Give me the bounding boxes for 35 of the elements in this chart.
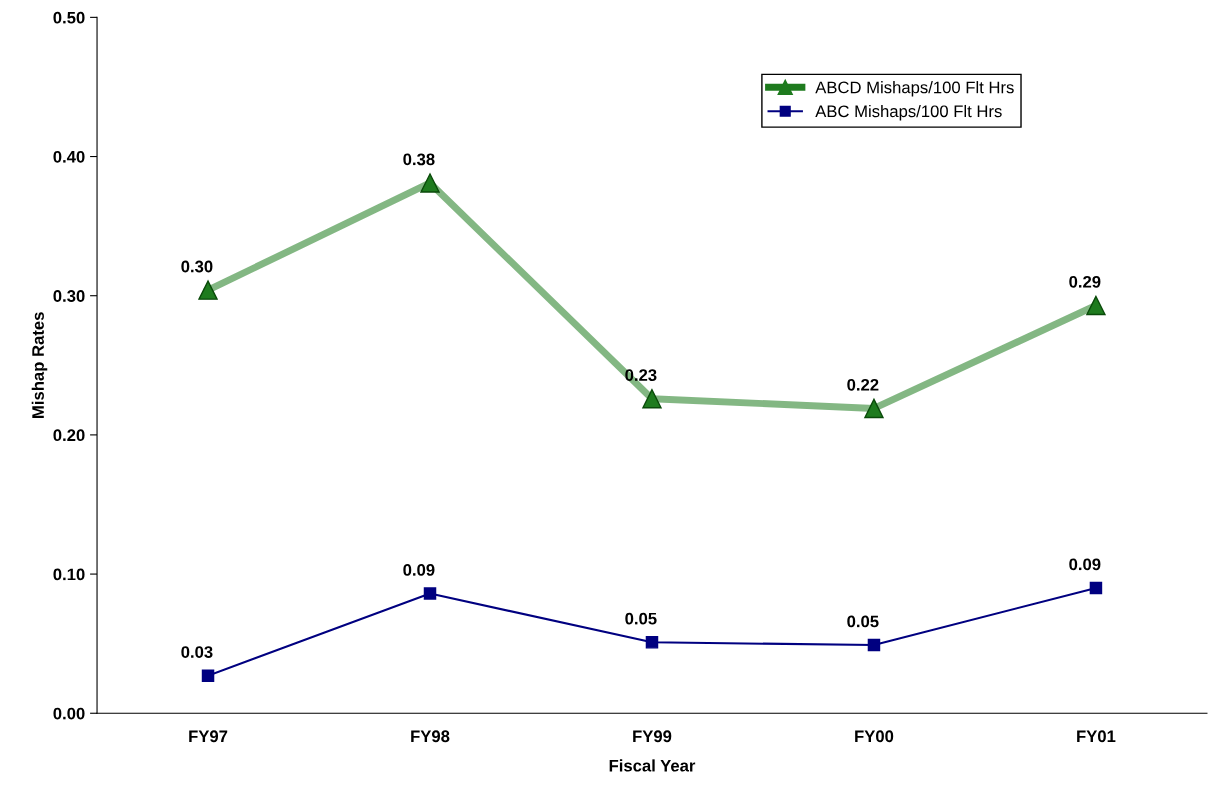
x-tick-label: FY99 (633, 730, 672, 743)
x-tick-label: FY98 (411, 730, 450, 743)
point (420, 173, 440, 193)
point (867, 638, 881, 652)
y-tick-label: 0.40 (53, 150, 85, 163)
data-label: 0.23 (625, 369, 657, 381)
y-tick-label: 0.10 (53, 568, 85, 581)
legend-label: ABC Mishaps/100 Flt Hrs (815, 104, 1002, 121)
data-label: 0.38 (403, 153, 435, 166)
data-label: 0.09 (1069, 558, 1101, 571)
x-tick-label: FY00 (855, 730, 894, 743)
x-tick-label: FY01 (1077, 730, 1116, 743)
point (423, 587, 437, 600)
data-label: 0.29 (1069, 275, 1101, 288)
data-label: 0.09 (403, 564, 435, 576)
point (201, 669, 215, 682)
data-label: 0.05 (625, 612, 657, 625)
point (1086, 295, 1106, 316)
x-tick-label: FY97 (189, 730, 228, 743)
data-label: 0.30 (181, 260, 213, 273)
data-label: 0.22 (847, 378, 879, 391)
point (198, 280, 218, 300)
point (864, 398, 884, 419)
point (642, 388, 662, 409)
point (1089, 581, 1103, 595)
y-axis-title: Mishap Rates (31, 312, 48, 418)
y-tick-label: 0.00 (53, 707, 85, 720)
x-axis-title: Fiscal Year (609, 759, 696, 772)
y-tick-label: 0.50 (53, 11, 85, 24)
point (645, 636, 659, 649)
data-label: 0.03 (181, 646, 213, 658)
y-tick-label: 0.20 (53, 429, 85, 442)
y-tick-label: 0.30 (53, 290, 85, 302)
data-label: 0.05 (847, 615, 879, 628)
legend-label: ABCD Mishaps/100 Flt Hrs (815, 81, 1014, 97)
